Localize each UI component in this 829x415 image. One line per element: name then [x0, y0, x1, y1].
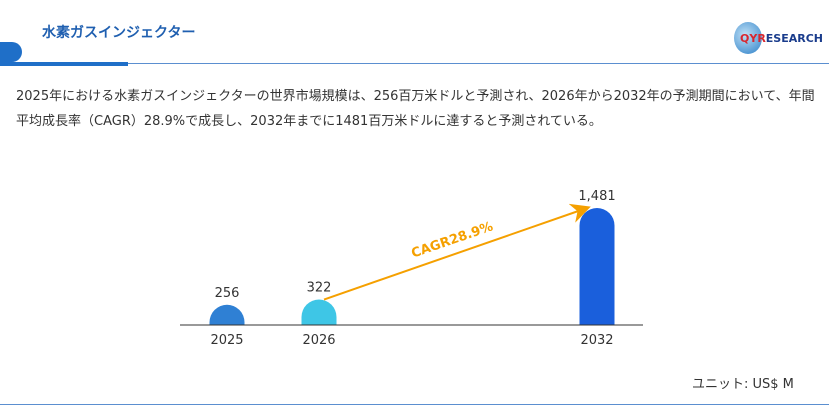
header-tab-decoration — [0, 42, 22, 62]
x-tick-2026: 2026 — [302, 333, 335, 348]
footer-divider — [0, 404, 829, 405]
x-tick-2032: 2032 — [580, 333, 613, 348]
value-label-2025: 256 — [215, 286, 240, 301]
value-label-2032: 1,481 — [578, 189, 615, 204]
bar-2025 — [209, 304, 245, 325]
x-tick-2025: 2025 — [210, 333, 243, 348]
header-accent-line — [0, 62, 128, 66]
value-label-2026: 322 — [307, 281, 332, 296]
bar-2026 — [301, 299, 337, 325]
unit-label: ユニット: US$ M — [692, 377, 794, 392]
description: 2025年における水素ガスインジェクターの世界市場規模は、256百万米ドルと予測… — [16, 89, 815, 129]
page-title: 水素ガスインジェクター — [42, 25, 196, 41]
cagr-arrow — [323, 203, 591, 301]
globe-icon — [734, 22, 762, 54]
logo-text: QYRESEARCH — [740, 32, 824, 45]
qyresearch-logo: QYRESEARCH — [734, 22, 823, 56]
header-divider — [128, 63, 829, 64]
bar-2032 — [579, 208, 615, 325]
